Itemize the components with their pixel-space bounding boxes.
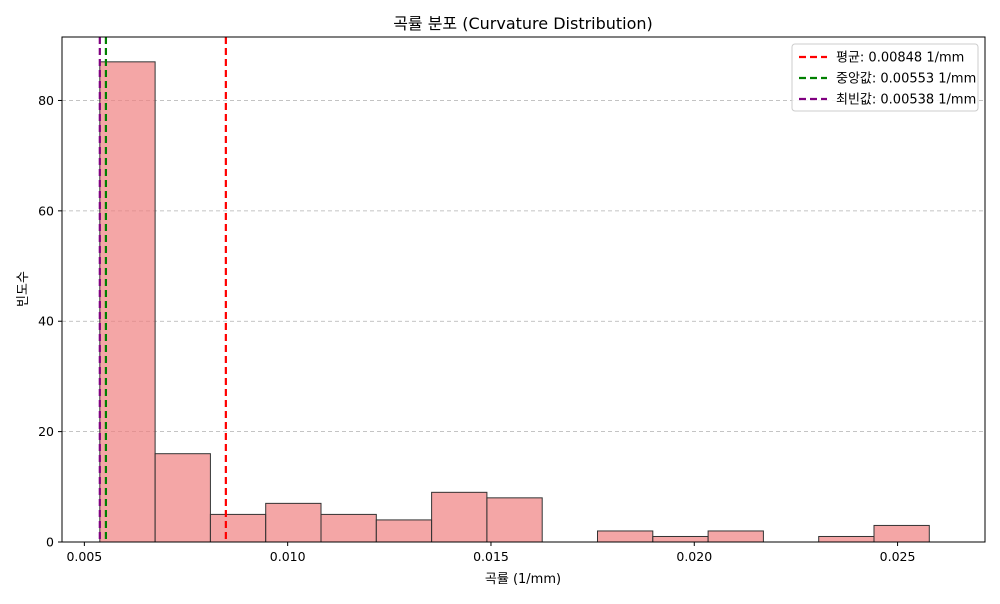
histogram-bar bbox=[597, 530, 654, 543]
legend-entry: 평균: 0.00848 1/mm bbox=[836, 51, 964, 66]
histogram-bar bbox=[209, 513, 267, 543]
y-tick-label: 20 bbox=[38, 424, 54, 439]
legend: 평균: 0.00848 1/mm 중앙값: 0.00553 1/mm 최빈값: 0.… bbox=[791, 43, 979, 112]
y-tick-label: 80 bbox=[38, 93, 54, 108]
reference-lines bbox=[98, 37, 227, 542]
histogram-bar bbox=[873, 524, 930, 543]
histogram-bars bbox=[99, 61, 930, 543]
x-axis-label: 곡률 (1/mm) bbox=[485, 572, 561, 587]
x-tick-label: 0.010 bbox=[270, 549, 306, 564]
x-tick-label: 0.015 bbox=[473, 549, 509, 564]
x-tick-label: 0.020 bbox=[676, 549, 712, 564]
histogram-bar bbox=[486, 497, 543, 543]
histogram-bar bbox=[652, 535, 709, 543]
x-tick-label: 0.005 bbox=[66, 549, 102, 564]
legend-entry: 중앙값: 0.00553 1/mm bbox=[836, 72, 976, 87]
y-axis-label: 빈도수 bbox=[16, 271, 31, 307]
histogram-bar bbox=[707, 530, 764, 543]
plot-frame bbox=[61, 36, 986, 543]
y-tick-label: 60 bbox=[38, 203, 54, 218]
histogram-bar bbox=[154, 453, 211, 543]
legend-entry: 최빈값: 0.00538 1/mm bbox=[836, 93, 976, 108]
histogram-bar bbox=[320, 513, 377, 543]
histogram-bar bbox=[99, 61, 156, 543]
y-axis-ticks: 0 20 40 60 80 bbox=[38, 93, 62, 550]
legend-box bbox=[791, 43, 979, 112]
x-axis-ticks: 0.005 0.010 0.015 0.020 0.025 bbox=[66, 542, 915, 564]
x-tick-label: 0.025 bbox=[880, 549, 916, 564]
histogram-bar bbox=[265, 502, 322, 543]
histogram-bar bbox=[818, 535, 875, 543]
y-tick-label: 0 bbox=[46, 535, 54, 550]
chart-title: 곡률 분포 (Curvature Distribution) bbox=[393, 14, 653, 33]
y-tick-label: 40 bbox=[38, 314, 54, 329]
histogram-bar bbox=[431, 491, 488, 543]
histogram-bar bbox=[375, 519, 433, 543]
